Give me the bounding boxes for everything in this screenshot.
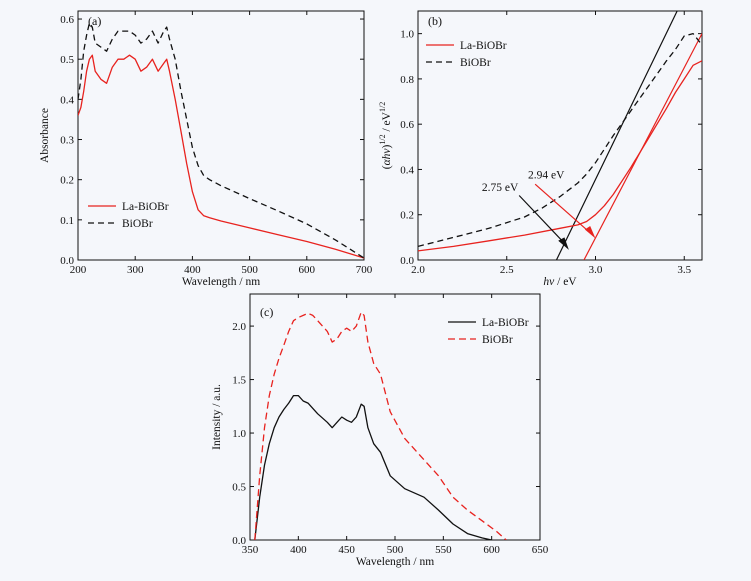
y-tick-label: 0.0 — [60, 255, 74, 267]
legend-label: BiOBr — [460, 57, 491, 69]
x-tick-label: 600 — [299, 264, 316, 276]
panel-label: (b) — [428, 14, 442, 28]
y-tick-label: 1.0 — [232, 428, 246, 440]
y-tick-label: 0.2 — [60, 175, 74, 187]
y-tick-label: 0.5 — [232, 482, 246, 494]
y-axis-label: Intensity / a.u. — [211, 384, 223, 450]
y-tick-label: 1.0 — [400, 29, 414, 41]
y-axis-label-exp: 1/2 — [378, 134, 387, 144]
legend-label: BiOBr — [122, 218, 153, 230]
x-tick-label: 600 — [483, 544, 500, 556]
y-axis-label-close: ) — [381, 144, 393, 148]
x-axis-label-italic: hv — [543, 276, 555, 288]
x-tick-label: 650 — [532, 544, 549, 556]
x-axis-label-unit: / eV — [554, 276, 577, 288]
y-axis-label: (αhv)1/2 / eV1/2 — [378, 102, 393, 169]
x-tick-label: 200 — [70, 264, 87, 276]
annotation-arrowhead — [584, 226, 596, 239]
x-tick-label: 3.0 — [589, 264, 603, 276]
series-line-la-biobr — [418, 60, 702, 252]
x-tick-label: 300 — [127, 264, 144, 276]
annotation-arrowhead — [558, 237, 569, 250]
legend-label: La-BiOBr — [122, 201, 169, 213]
x-tick-label: 700 — [356, 264, 373, 276]
y-tick-label: 0.8 — [400, 74, 414, 86]
panel-label: (c) — [260, 305, 273, 319]
y-tick-label: 0.1 — [60, 215, 74, 227]
x-tick-label: 400 — [290, 544, 307, 556]
annotation-arrow — [534, 183, 591, 234]
y-tick-label: 2.0 — [232, 321, 246, 333]
tangent-line — [555, 11, 678, 260]
y-axis-label-italic: αhv — [381, 148, 393, 166]
series-line-biobr — [254, 311, 507, 540]
x-tick-label: 2.0 — [411, 264, 425, 276]
panel-label: (a) — [88, 14, 101, 28]
x-tick-label: 350 — [242, 544, 259, 556]
legend-label: La-BiOBr — [482, 317, 529, 329]
legend-label: BiOBr — [482, 334, 513, 346]
legend: La-BiOBr BiOBr — [448, 317, 529, 346]
panel-c: 350 400 450 500 550 600 650 0.0 0.5 1.0 1.5 2.0 Wave… — [211, 293, 549, 568]
plot-frame — [77, 10, 365, 261]
legend: La-BiOBr BiOBr — [88, 201, 169, 230]
y-tick-label: 0.2 — [400, 210, 414, 222]
series-line-la-biobr — [254, 394, 492, 540]
y-axis-label: Absorbance — [39, 108, 51, 163]
x-axis-label: hv / eV — [543, 276, 577, 288]
x-tick-label: 550 — [435, 544, 452, 556]
y-tick-label: 0.3 — [60, 135, 74, 147]
y-tick-label: 0.4 — [60, 94, 74, 106]
legend-label: La-BiOBr — [460, 40, 507, 52]
y-tick-label: 0.6 — [60, 14, 74, 26]
series-line-la-biobr — [78, 54, 364, 259]
series-line-biobr — [418, 32, 702, 248]
x-tick-label: 3.5 — [677, 264, 691, 276]
panel-b: 2.0 2.5 3.0 3.50.00.20.40.60.81.0hv / eV(αh… — [378, 10, 703, 288]
x-tick-label: 450 — [338, 544, 355, 556]
series-line-biobr — [78, 22, 364, 259]
legend: La-BiOBr BiOBr — [426, 40, 507, 69]
y-tick-label: 0.5 — [60, 54, 74, 66]
plot-frame — [417, 10, 703, 261]
x-tick-label: 500 — [387, 544, 404, 556]
x-tick-label: 2.5 — [500, 264, 514, 276]
annotation-label: 2.94 eV — [528, 170, 565, 182]
y-axis-label-unit-exp: 1/2 — [378, 102, 387, 112]
panel-a: 200 300 400 500 600 700 0.0 0.1 0.2 0.3 0.4 0.5 0.6 W… — [39, 10, 373, 288]
y-tick-label: 0.6 — [400, 119, 414, 131]
x-axis-label: Wavelength / nm — [356, 556, 434, 568]
x-tick-label: 500 — [241, 264, 258, 276]
plot-frame — [249, 293, 541, 541]
x-axis-label: Wavelength / nm — [182, 276, 260, 288]
x-tick-label: 400 — [184, 264, 201, 276]
y-tick-label: 0.0 — [232, 535, 246, 547]
y-tick-label: 0.4 — [400, 164, 414, 176]
y-axis-label-unit: / eV — [381, 111, 393, 134]
y-tick-label: 1.5 — [232, 375, 246, 387]
y-axis-label-open: ( — [381, 165, 393, 169]
y-tick-label: 0.0 — [400, 255, 414, 267]
annotation-arrow — [518, 195, 566, 245]
annotation-label: 2.75 eV — [482, 182, 519, 194]
